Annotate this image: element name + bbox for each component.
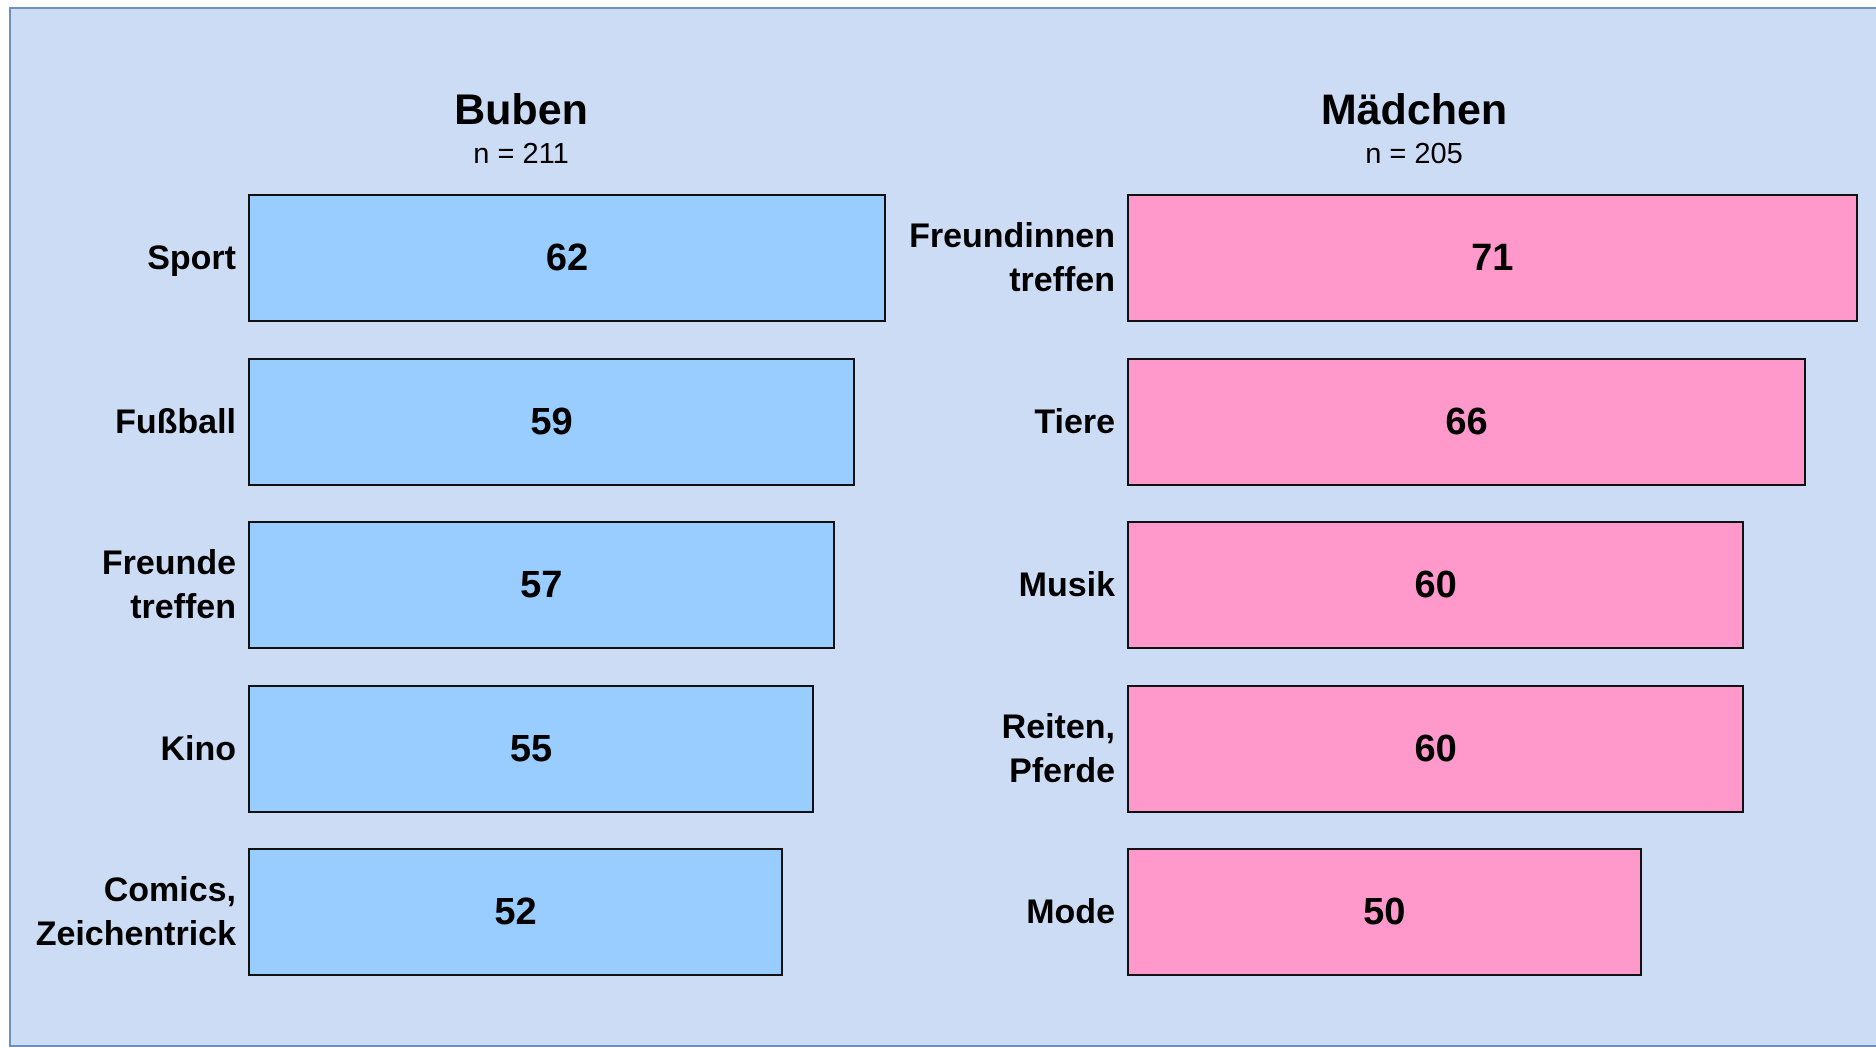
category-label: Mode [1026,893,1115,931]
bar: 62 [248,194,886,322]
bar: 60 [1127,521,1745,649]
bar: 55 [248,685,814,813]
category-label: Freundinnen treffen [909,217,1115,299]
bar: 57 [248,521,835,649]
value-label: 59 [530,400,573,443]
value-label: 52 [494,890,537,933]
bar: 66 [1127,358,1807,486]
category-label: Freunde treffen [101,544,236,626]
value-label: 60 [1414,563,1457,606]
chart-subtitle: n = 205 [1365,138,1463,170]
category-label: Kino [160,730,236,768]
value-label: 57 [520,563,563,606]
chart-title: Mädchen [1320,86,1508,134]
category-label: Comics, Zeichentrick [35,871,236,953]
bar: 60 [1127,685,1745,813]
value-label: 62 [545,236,589,279]
category-label: Fußball [115,403,236,441]
chart-subtitle: n = 211 [473,138,569,170]
category-label: Tiere [1034,403,1115,441]
chart-title: Buben [454,86,588,134]
bar: 59 [248,358,856,486]
bar: 71 [1127,194,1858,322]
value-label: 60 [1414,727,1457,770]
value-label: 66 [1445,400,1488,443]
category-label: Reiten, Pferde [1001,708,1115,790]
value-label: 71 [1471,236,1514,279]
value-label: 50 [1363,890,1406,933]
bar: 52 [248,848,784,976]
bar: 50 [1127,848,1642,976]
category-label: Sport [147,239,236,277]
value-label: 55 [509,727,553,770]
category-label: Musik [1018,566,1115,604]
